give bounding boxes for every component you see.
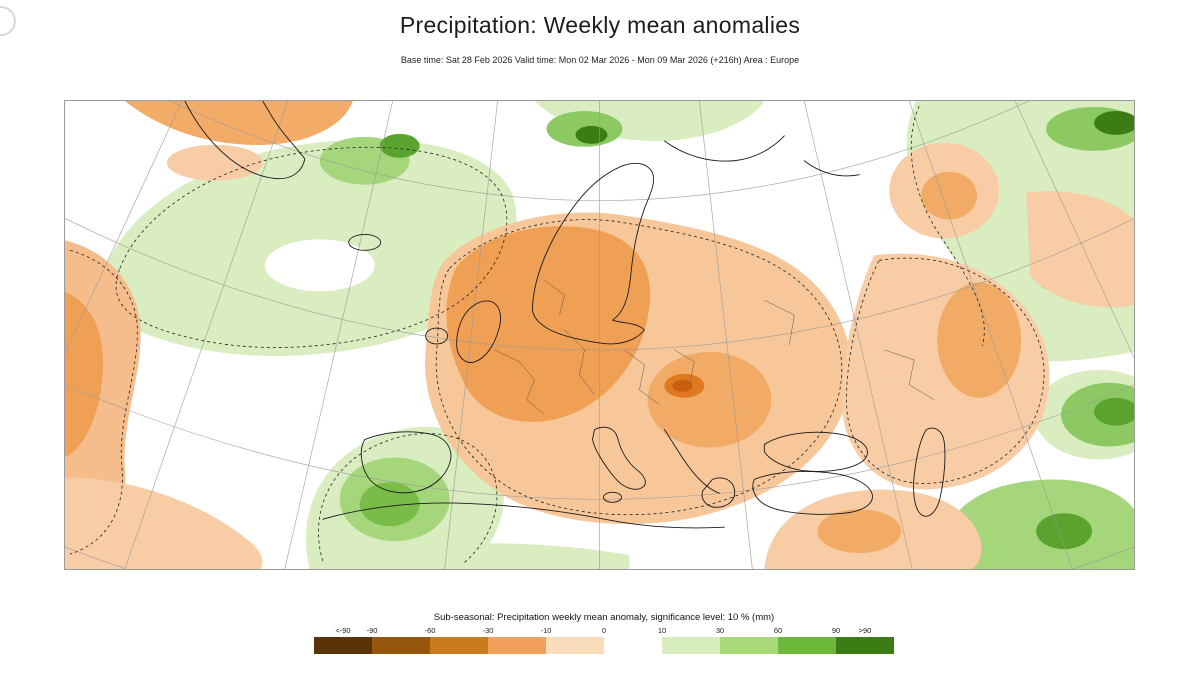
legend-tick-label: -30 [482,626,494,635]
legend-color-segment [430,637,488,654]
legend-tick-label: -10 [540,626,552,635]
anomaly-map [64,100,1135,570]
legend-tick-label: 10 [657,626,667,635]
legend-color-segment [314,637,372,654]
legend-color-segment [604,637,662,654]
legend-color-segment [720,637,778,654]
legend-colorbar [314,637,894,654]
legend-tick-label: 60 [773,626,783,635]
legend-tick-label: -90 [366,626,378,635]
legend-color-segment [488,637,546,654]
legend: Sub-seasonal: Precipitation weekly mean … [308,612,900,654]
legend-color-segment [546,637,604,654]
legend-tick-label: 30 [715,626,725,635]
legend-color-segment [778,637,836,654]
legend-color-segment [372,637,430,654]
europe-map-graphic [65,101,1134,569]
legend-tick-label: 0 [601,626,607,635]
page-subtitle: Base time: Sat 28 Feb 2026 Valid time: M… [400,55,800,65]
legend-tick-label: >90 [858,626,872,635]
legend-title: Sub-seasonal: Precipitation weekly mean … [433,612,775,623]
legend-tick-label: 90 [831,626,841,635]
legend-tick-labels: <-90 -90 -60 -30 -10 0 10 30 60 90 >90 [314,626,894,636]
legend-tick-label: <-90 [335,626,351,635]
legend-color-segment [662,637,720,654]
legend-tick-label: -60 [424,626,436,635]
legend-color-segment [836,637,894,654]
page-title: Precipitation: Weekly mean anomalies [399,12,801,38]
